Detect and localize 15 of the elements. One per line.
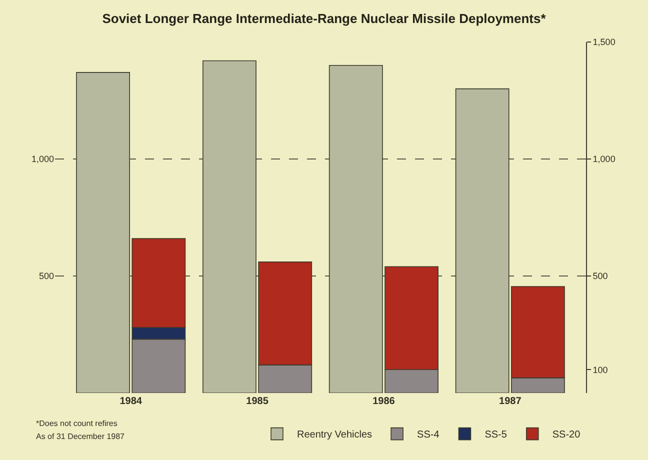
chart-title: Soviet Longer Range Intermediate-Range Nuclear Missile Deployments* — [102, 10, 547, 26]
legend-label: Reentry Vehicles — [297, 430, 372, 441]
y2-tick-label: 1,500 — [592, 37, 616, 48]
y2-tick-label: 1,000 — [592, 154, 616, 164]
legend-label: SS-20 — [552, 430, 581, 441]
text: *Does not count refires — [36, 419, 118, 428]
legend-label: SS-4 — [417, 430, 440, 441]
x-tick-label: 1985 — [246, 396, 269, 407]
y2-tick-label: 100 — [592, 364, 608, 375]
legend-label: SS-5 — [484, 430, 508, 441]
x-tick-label: 1987 — [499, 396, 522, 407]
x-tick-label: 1986 — [372, 396, 396, 407]
y2-tick-label: 500 — [592, 271, 608, 282]
x-tick-label: 1984 — [120, 396, 142, 407]
text: As of 31 December 1987 — [36, 432, 126, 441]
